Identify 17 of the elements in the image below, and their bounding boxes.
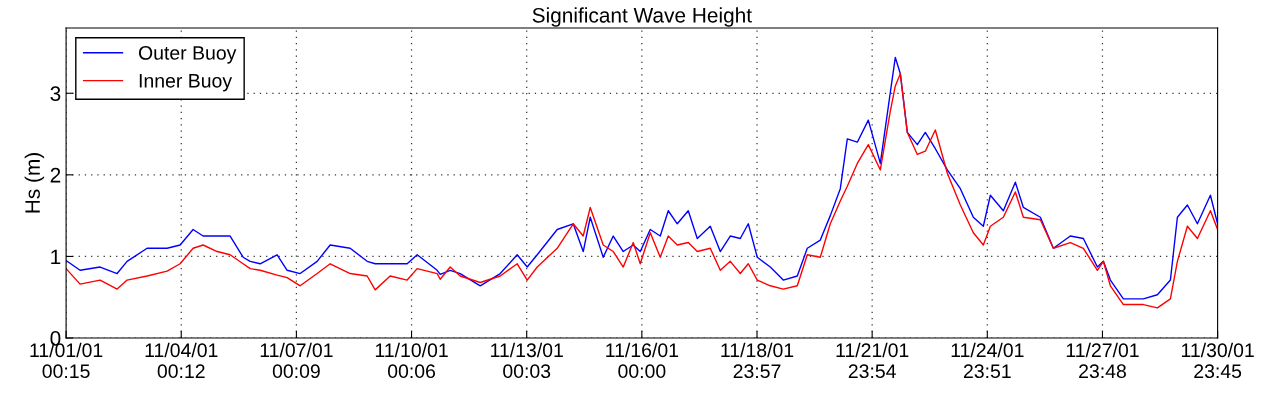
x-tick-label: 11/27/01 23:48 — [1066, 342, 1139, 379]
y-axis-title: Hs (m) — [24, 153, 45, 213]
x-tick-label: 11/21/01 23:54 — [836, 342, 909, 379]
y-tick-label: 1 — [51, 249, 61, 264]
y-tick-label: 2 — [50, 167, 61, 183]
y-tick-label: 3 — [50, 86, 61, 102]
legend-label: Outer Buoy — [138, 46, 237, 64]
x-tick-label: 11/10/01 00:06 — [375, 342, 448, 379]
x-tick-label: 11/07/01 00:09 — [260, 342, 333, 379]
x-tick-label: 11/13/01 00:03 — [491, 342, 563, 379]
x-tick-label: 11/30/01 23:45 — [1181, 342, 1254, 379]
x-tick-label: 11/24/01 23:51 — [951, 342, 1024, 379]
x-tick-label: 11/18/01 23:57 — [721, 342, 794, 379]
x-tick-label: 11/04/01 00:12 — [145, 342, 218, 379]
x-tick-label: 11/16/01 00:00 — [606, 342, 679, 379]
legend-label: Inner Buoy — [139, 74, 233, 92]
chart-title: Significant Wave Height — [532, 7, 752, 27]
